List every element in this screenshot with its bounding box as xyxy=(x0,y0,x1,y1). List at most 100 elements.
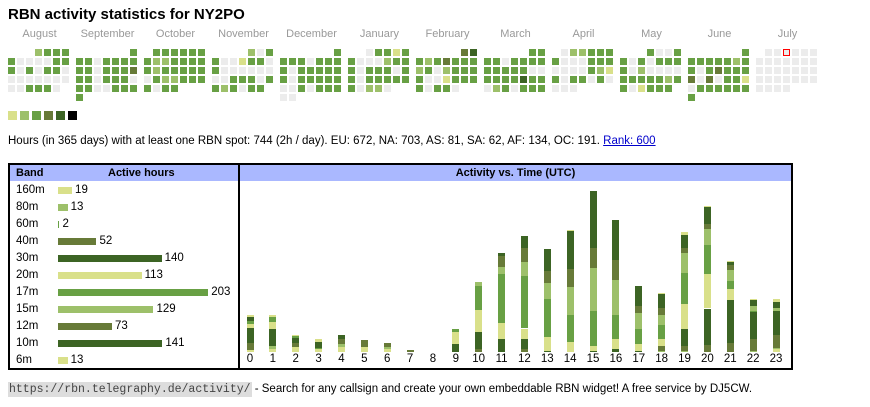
day-cell[interactable] xyxy=(688,85,695,92)
day-cell[interactable] xyxy=(334,76,341,83)
day-cell[interactable] xyxy=(366,85,373,92)
day-cell[interactable] xyxy=(443,58,450,65)
day-cell[interactable] xyxy=(765,67,772,74)
day-cell[interactable] xyxy=(189,67,196,74)
day-cell[interactable] xyxy=(35,58,42,65)
day-cell[interactable] xyxy=(765,85,772,92)
day-cell[interactable] xyxy=(162,49,169,56)
day-cell[interactable] xyxy=(212,67,219,74)
day-cell[interactable] xyxy=(801,58,808,65)
day-cell[interactable] xyxy=(348,58,355,65)
day-cell[interactable] xyxy=(76,67,83,74)
day-cell[interactable] xyxy=(248,49,255,56)
day-cell[interactable] xyxy=(130,67,137,74)
day-cell[interactable] xyxy=(416,58,423,65)
day-cell[interactable] xyxy=(180,58,187,65)
day-cell[interactable] xyxy=(402,67,409,74)
day-cell[interactable] xyxy=(715,76,722,83)
day-cell[interactable] xyxy=(230,58,237,65)
day-cell[interactable] xyxy=(266,76,273,83)
day-cell[interactable] xyxy=(280,67,287,74)
day-cell[interactable] xyxy=(493,85,500,92)
day-cell[interactable] xyxy=(144,58,151,65)
day-cell[interactable] xyxy=(44,49,51,56)
day-cell[interactable] xyxy=(697,85,704,92)
day-cell[interactable] xyxy=(121,76,128,83)
day-cell[interactable] xyxy=(810,76,817,83)
day-cell[interactable] xyxy=(189,49,196,56)
day-cell[interactable] xyxy=(230,85,237,92)
day-cell[interactable] xyxy=(112,76,119,83)
day-cell[interactable] xyxy=(425,85,432,92)
day-cell[interactable] xyxy=(266,58,273,65)
day-cell[interactable] xyxy=(62,58,69,65)
day-cell[interactable] xyxy=(511,85,518,92)
day-cell[interactable] xyxy=(434,67,441,74)
day-cell[interactable] xyxy=(366,76,373,83)
day-cell[interactable] xyxy=(484,58,491,65)
day-cell[interactable] xyxy=(715,58,722,65)
day-cell[interactable] xyxy=(334,67,341,74)
day-cell[interactable] xyxy=(103,67,110,74)
day-cell[interactable] xyxy=(765,58,772,65)
day-cell[interactable] xyxy=(520,85,527,92)
day-cell[interactable] xyxy=(538,76,545,83)
day-cell[interactable] xyxy=(316,76,323,83)
day-cell[interactable] xyxy=(588,67,595,74)
day-cell[interactable] xyxy=(597,67,604,74)
day-cell[interactable] xyxy=(307,85,314,92)
day-cell[interactable] xyxy=(35,85,42,92)
day-cell[interactable] xyxy=(425,58,432,65)
day-cell[interactable] xyxy=(733,85,740,92)
day-cell[interactable] xyxy=(325,58,332,65)
day-cell[interactable] xyxy=(35,76,42,83)
day-cell[interactable] xyxy=(647,76,654,83)
day-cell[interactable] xyxy=(647,67,654,74)
day-cell[interactable] xyxy=(94,67,101,74)
day-cell[interactable] xyxy=(656,85,663,92)
day-cell[interactable] xyxy=(529,67,536,74)
day-cell[interactable] xyxy=(452,76,459,83)
day-cell[interactable] xyxy=(552,67,559,74)
day-cell[interactable] xyxy=(248,76,255,83)
day-cell[interactable] xyxy=(53,67,60,74)
day-cell[interactable] xyxy=(461,67,468,74)
day-cell[interactable] xyxy=(366,67,373,74)
day-cell[interactable] xyxy=(384,67,391,74)
day-cell[interactable] xyxy=(484,67,491,74)
day-cell[interactable] xyxy=(198,58,205,65)
day-cell[interactable] xyxy=(733,67,740,74)
day-cell[interactable] xyxy=(112,67,119,74)
day-cell[interactable] xyxy=(162,67,169,74)
day-cell[interactable] xyxy=(325,67,332,74)
day-cell[interactable] xyxy=(756,76,763,83)
day-cell[interactable] xyxy=(674,58,681,65)
day-cell[interactable] xyxy=(801,76,808,83)
day-cell[interactable] xyxy=(529,58,536,65)
day-cell[interactable] xyxy=(511,76,518,83)
day-cell[interactable] xyxy=(774,67,781,74)
day-cell[interactable] xyxy=(171,67,178,74)
day-cell[interactable] xyxy=(230,67,237,74)
day-cell[interactable] xyxy=(688,58,695,65)
day-cell[interactable] xyxy=(629,58,636,65)
day-cell[interactable] xyxy=(375,85,382,92)
day-cell[interactable] xyxy=(638,76,645,83)
day-cell[interactable] xyxy=(298,67,305,74)
day-cell[interactable] xyxy=(756,58,763,65)
day-cell[interactable] xyxy=(76,76,83,83)
day-cell[interactable] xyxy=(94,85,101,92)
day-cell[interactable] xyxy=(715,85,722,92)
day-cell[interactable] xyxy=(17,58,24,65)
day-cell[interactable] xyxy=(493,58,500,65)
day-cell[interactable] xyxy=(538,85,545,92)
day-cell[interactable] xyxy=(316,67,323,74)
day-cell[interactable] xyxy=(792,76,799,83)
day-cell[interactable] xyxy=(221,58,228,65)
day-cell[interactable] xyxy=(579,67,586,74)
day-cell[interactable] xyxy=(529,76,536,83)
day-cell[interactable] xyxy=(76,94,83,101)
day-cell[interactable] xyxy=(8,58,15,65)
day-cell[interactable] xyxy=(620,58,627,65)
day-cell[interactable] xyxy=(26,67,33,74)
